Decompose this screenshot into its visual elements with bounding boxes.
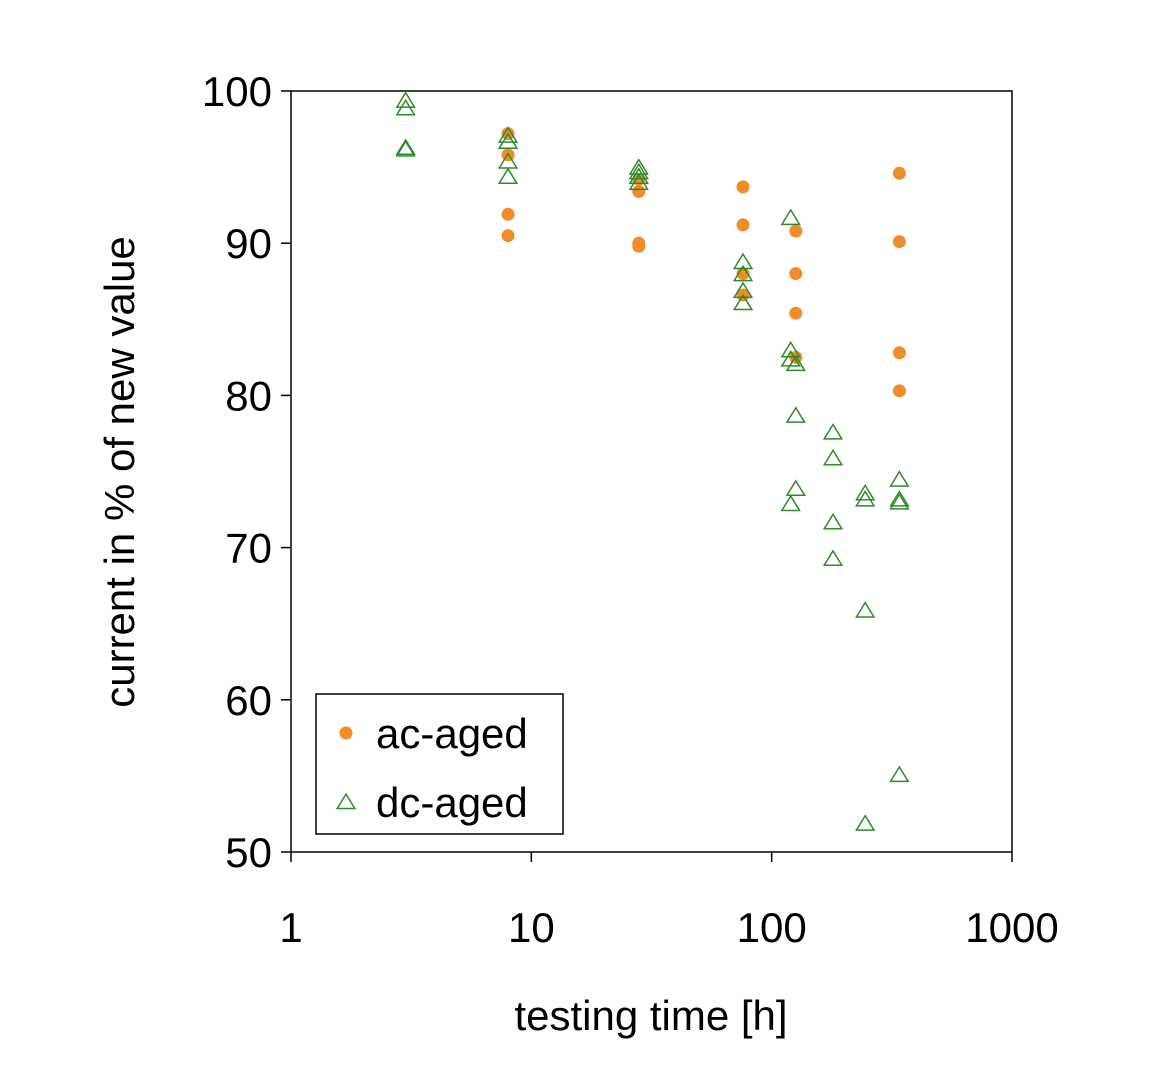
point-dc-aged — [780, 350, 801, 367]
point-dc-aged — [822, 512, 844, 530]
point-ac-aged — [789, 267, 803, 281]
data-points — [395, 91, 910, 831]
y-axis: 50 60 70 80 90 100 — [202, 68, 291, 876]
point-dc-aged — [822, 448, 844, 466]
point-dc-aged — [822, 423, 844, 440]
legend-label-ac-aged: ac-aged — [376, 710, 528, 757]
point-dc-aged — [732, 293, 754, 311]
legend-marker-dc-aged — [335, 792, 357, 810]
point-dc-aged — [889, 490, 910, 507]
legend-label-dc-aged: dc-aged — [376, 779, 528, 826]
point-dc-aged — [855, 601, 876, 618]
point-dc-aged — [628, 158, 649, 175]
y-tick-label: 90 — [225, 220, 272, 267]
point-dc-aged — [889, 765, 910, 783]
point-dc-aged — [395, 91, 416, 108]
point-dc-aged — [628, 167, 649, 184]
point-ac-aged — [789, 224, 803, 238]
y-tick-label: 50 — [225, 829, 272, 876]
point-dc-aged — [855, 814, 876, 831]
plot-area-frame — [290, 90, 1013, 853]
x-tick-label: 10 — [508, 904, 555, 951]
point-dc-aged — [889, 493, 910, 510]
point-ac-aged — [789, 306, 803, 320]
y-tick-label: 80 — [225, 372, 272, 419]
legend-box — [315, 693, 564, 835]
point-ac-aged — [736, 218, 750, 232]
point-dc-aged — [497, 132, 519, 149]
point-dc-aged — [780, 208, 801, 226]
point-dc-aged — [732, 264, 754, 282]
point-dc-aged — [732, 281, 754, 299]
point-dc-aged — [628, 173, 649, 191]
point-dc-aged — [497, 167, 519, 184]
point-dc-aged — [785, 406, 806, 423]
point-ac-aged — [501, 229, 515, 243]
point-dc-aged — [785, 479, 806, 496]
point-dc-aged — [497, 126, 519, 143]
point-dc-aged — [855, 483, 876, 501]
legend: ac-aged dc-aged — [315, 693, 564, 835]
point-dc-aged — [889, 470, 910, 487]
point-dc-aged — [785, 354, 806, 372]
point-dc-aged — [822, 549, 844, 566]
x-tick-label: 100 — [737, 904, 807, 951]
y-tick-label: 100 — [202, 68, 272, 115]
point-dc-aged — [395, 98, 416, 116]
point-ac-aged — [892, 166, 906, 180]
point-ac-aged — [892, 346, 906, 360]
point-ac-aged — [892, 235, 906, 249]
point-ac-aged — [632, 239, 646, 253]
x-axis-title: testing time [h] — [514, 992, 787, 1039]
point-dc-aged — [780, 494, 801, 512]
point-dc-aged — [395, 139, 416, 157]
point-ac-aged — [892, 384, 906, 398]
point-dc-aged — [732, 252, 754, 270]
point-dc-aged — [855, 490, 876, 507]
point-dc-aged — [780, 340, 801, 358]
point-ac-aged — [632, 184, 646, 198]
legend-marker-ac-aged — [339, 726, 353, 740]
point-ac-aged — [736, 180, 750, 194]
point-ac-aged — [501, 207, 515, 221]
point-dc-aged — [395, 138, 416, 156]
x-axis: 1 10 100 1000 — [279, 852, 1059, 951]
y-tick-label: 70 — [225, 525, 272, 572]
y-axis-title: current in % of new value — [96, 236, 143, 708]
x-tick-label: 1 — [279, 904, 302, 951]
y-tick-label: 60 — [225, 677, 272, 724]
point-dc-aged — [628, 162, 649, 180]
x-tick-label: 1000 — [965, 904, 1058, 951]
